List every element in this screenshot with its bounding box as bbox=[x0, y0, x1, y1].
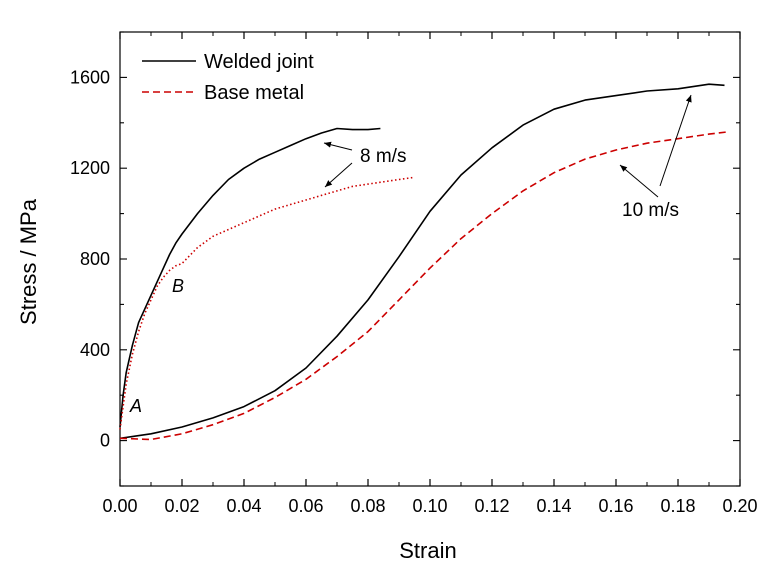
x-tick-label: 0.04 bbox=[226, 496, 261, 516]
x-tick-label: 0.12 bbox=[474, 496, 509, 516]
x-tick-label: 0.10 bbox=[412, 496, 447, 516]
y-tick-label: 0 bbox=[100, 431, 110, 451]
series-line-base-metal-8ms bbox=[119, 176, 415, 430]
y-tick-label: 800 bbox=[80, 249, 110, 269]
annotation-point-b: B bbox=[172, 276, 184, 296]
legend-label-base: Base metal bbox=[204, 82, 304, 104]
x-tick-label: 0.16 bbox=[598, 496, 633, 516]
y-tick-label: 1600 bbox=[70, 67, 110, 87]
series-line-welded-joint-8ms bbox=[119, 127, 381, 428]
annotation-arrow bbox=[324, 162, 353, 188]
annotations: 8 m/s 10 m/s A B bbox=[129, 94, 692, 416]
annotation-arrow bbox=[659, 94, 692, 187]
series-line-base-metal-10ms bbox=[119, 131, 728, 441]
x-tick-label: 0.14 bbox=[536, 496, 571, 516]
series-line-welded-joint-10ms bbox=[119, 83, 725, 440]
y-tick-label: 1200 bbox=[70, 158, 110, 178]
x-tick-label: 0.06 bbox=[288, 496, 323, 516]
y-axis-title: Stress / MPa bbox=[16, 198, 41, 325]
x-tick-label: 0.20 bbox=[722, 496, 757, 516]
axis-ticks: 0.00 0.02 0.04 0.06 0.08 0.10 0.12 0.14 0.16 0.18… bbox=[70, 31, 758, 516]
annotation-point-a: A bbox=[129, 396, 142, 416]
x-axis-title: Strain bbox=[399, 538, 456, 563]
annotation-arrow bbox=[619, 164, 659, 198]
annotation-10ms-label: 10 m/s bbox=[622, 200, 679, 221]
x-tick-label: 0.00 bbox=[102, 496, 137, 516]
legend-label-welded: Welded joint bbox=[204, 51, 314, 73]
x-tick-label: 0.18 bbox=[660, 496, 695, 516]
x-tick-label: 0.02 bbox=[164, 496, 199, 516]
annotation-arrow bbox=[323, 141, 353, 151]
x-tick-label: 0.08 bbox=[350, 496, 385, 516]
legend: Welded joint Base metal bbox=[142, 51, 314, 104]
series-lines bbox=[119, 83, 728, 441]
annotation-8ms-label: 8 m/s bbox=[360, 146, 406, 167]
y-tick-label: 400 bbox=[80, 340, 110, 360]
